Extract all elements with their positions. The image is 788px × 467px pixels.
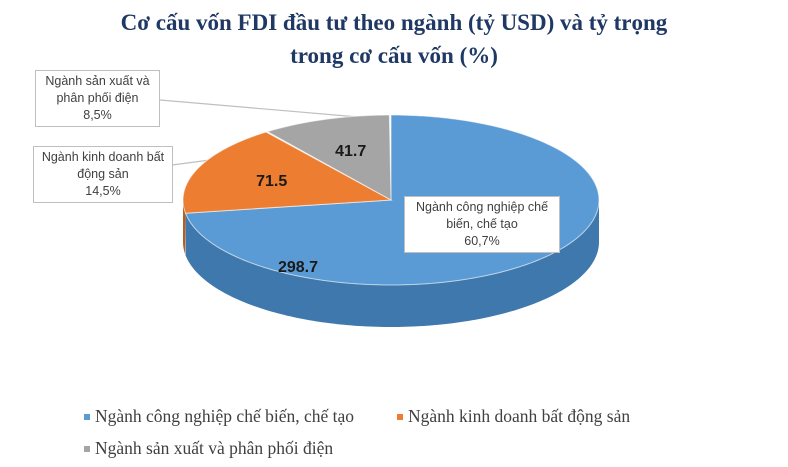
legend-item-real-estate: Ngành kinh doanh bất động sản xyxy=(397,406,630,427)
data-label: 71.5 xyxy=(256,173,287,190)
legend-label: Ngành sản xuất và phân phối điện xyxy=(95,438,334,458)
leader-line xyxy=(159,99,371,119)
chart-title-line-2: trong cơ cấu vốn (%) xyxy=(290,43,498,68)
data-label: 298.7 xyxy=(278,259,318,276)
callout-manufacturing: Ngành công nghiệp chế biến, chế tạo 60,7… xyxy=(404,196,560,253)
slice-1 xyxy=(182,131,393,214)
callout-percent: 60,7% xyxy=(464,234,500,248)
callout-text: phân phối điện xyxy=(56,91,139,105)
callout-text: Ngành công nghiệp chế xyxy=(415,200,549,214)
legend-label: Ngành công nghiệp chế biến, chế tạo xyxy=(95,406,355,426)
callout-percent: 8,5% xyxy=(83,108,112,122)
legend-swatch xyxy=(397,413,403,420)
callout-text: biến, chế tạo xyxy=(446,217,518,231)
slice-side xyxy=(183,201,186,254)
legend-item-manufacturing: Ngành công nghiệp chế biến, chế tạo xyxy=(84,406,354,427)
callout-text: Ngành kinh doanh bất xyxy=(41,150,165,164)
callout-percent: 14,5% xyxy=(85,184,121,198)
data-label: 41.7 xyxy=(335,143,366,160)
slice-2 xyxy=(266,114,392,201)
legend-item-electricity: Ngành sản xuất và phân phối điện xyxy=(84,438,333,459)
legend-label: Ngành kinh doanh bất động sản xyxy=(408,406,631,426)
slice-side xyxy=(185,200,599,327)
legend-swatch xyxy=(84,413,90,420)
chart-title-line-1: Cơ cấu vốn FDI đầu tư theo ngành (tỷ USD… xyxy=(120,10,668,35)
leader-line xyxy=(171,159,211,166)
callout-text: động sản xyxy=(77,167,129,181)
callout-electricity: Ngành sản xuất và phân phối điện 8,5% xyxy=(35,70,160,127)
callout-real-estate: Ngành kinh doanh bất động sản 14,5% xyxy=(33,146,173,203)
legend-swatch xyxy=(84,445,90,452)
callout-text: Ngành sản xuất và xyxy=(45,74,150,88)
